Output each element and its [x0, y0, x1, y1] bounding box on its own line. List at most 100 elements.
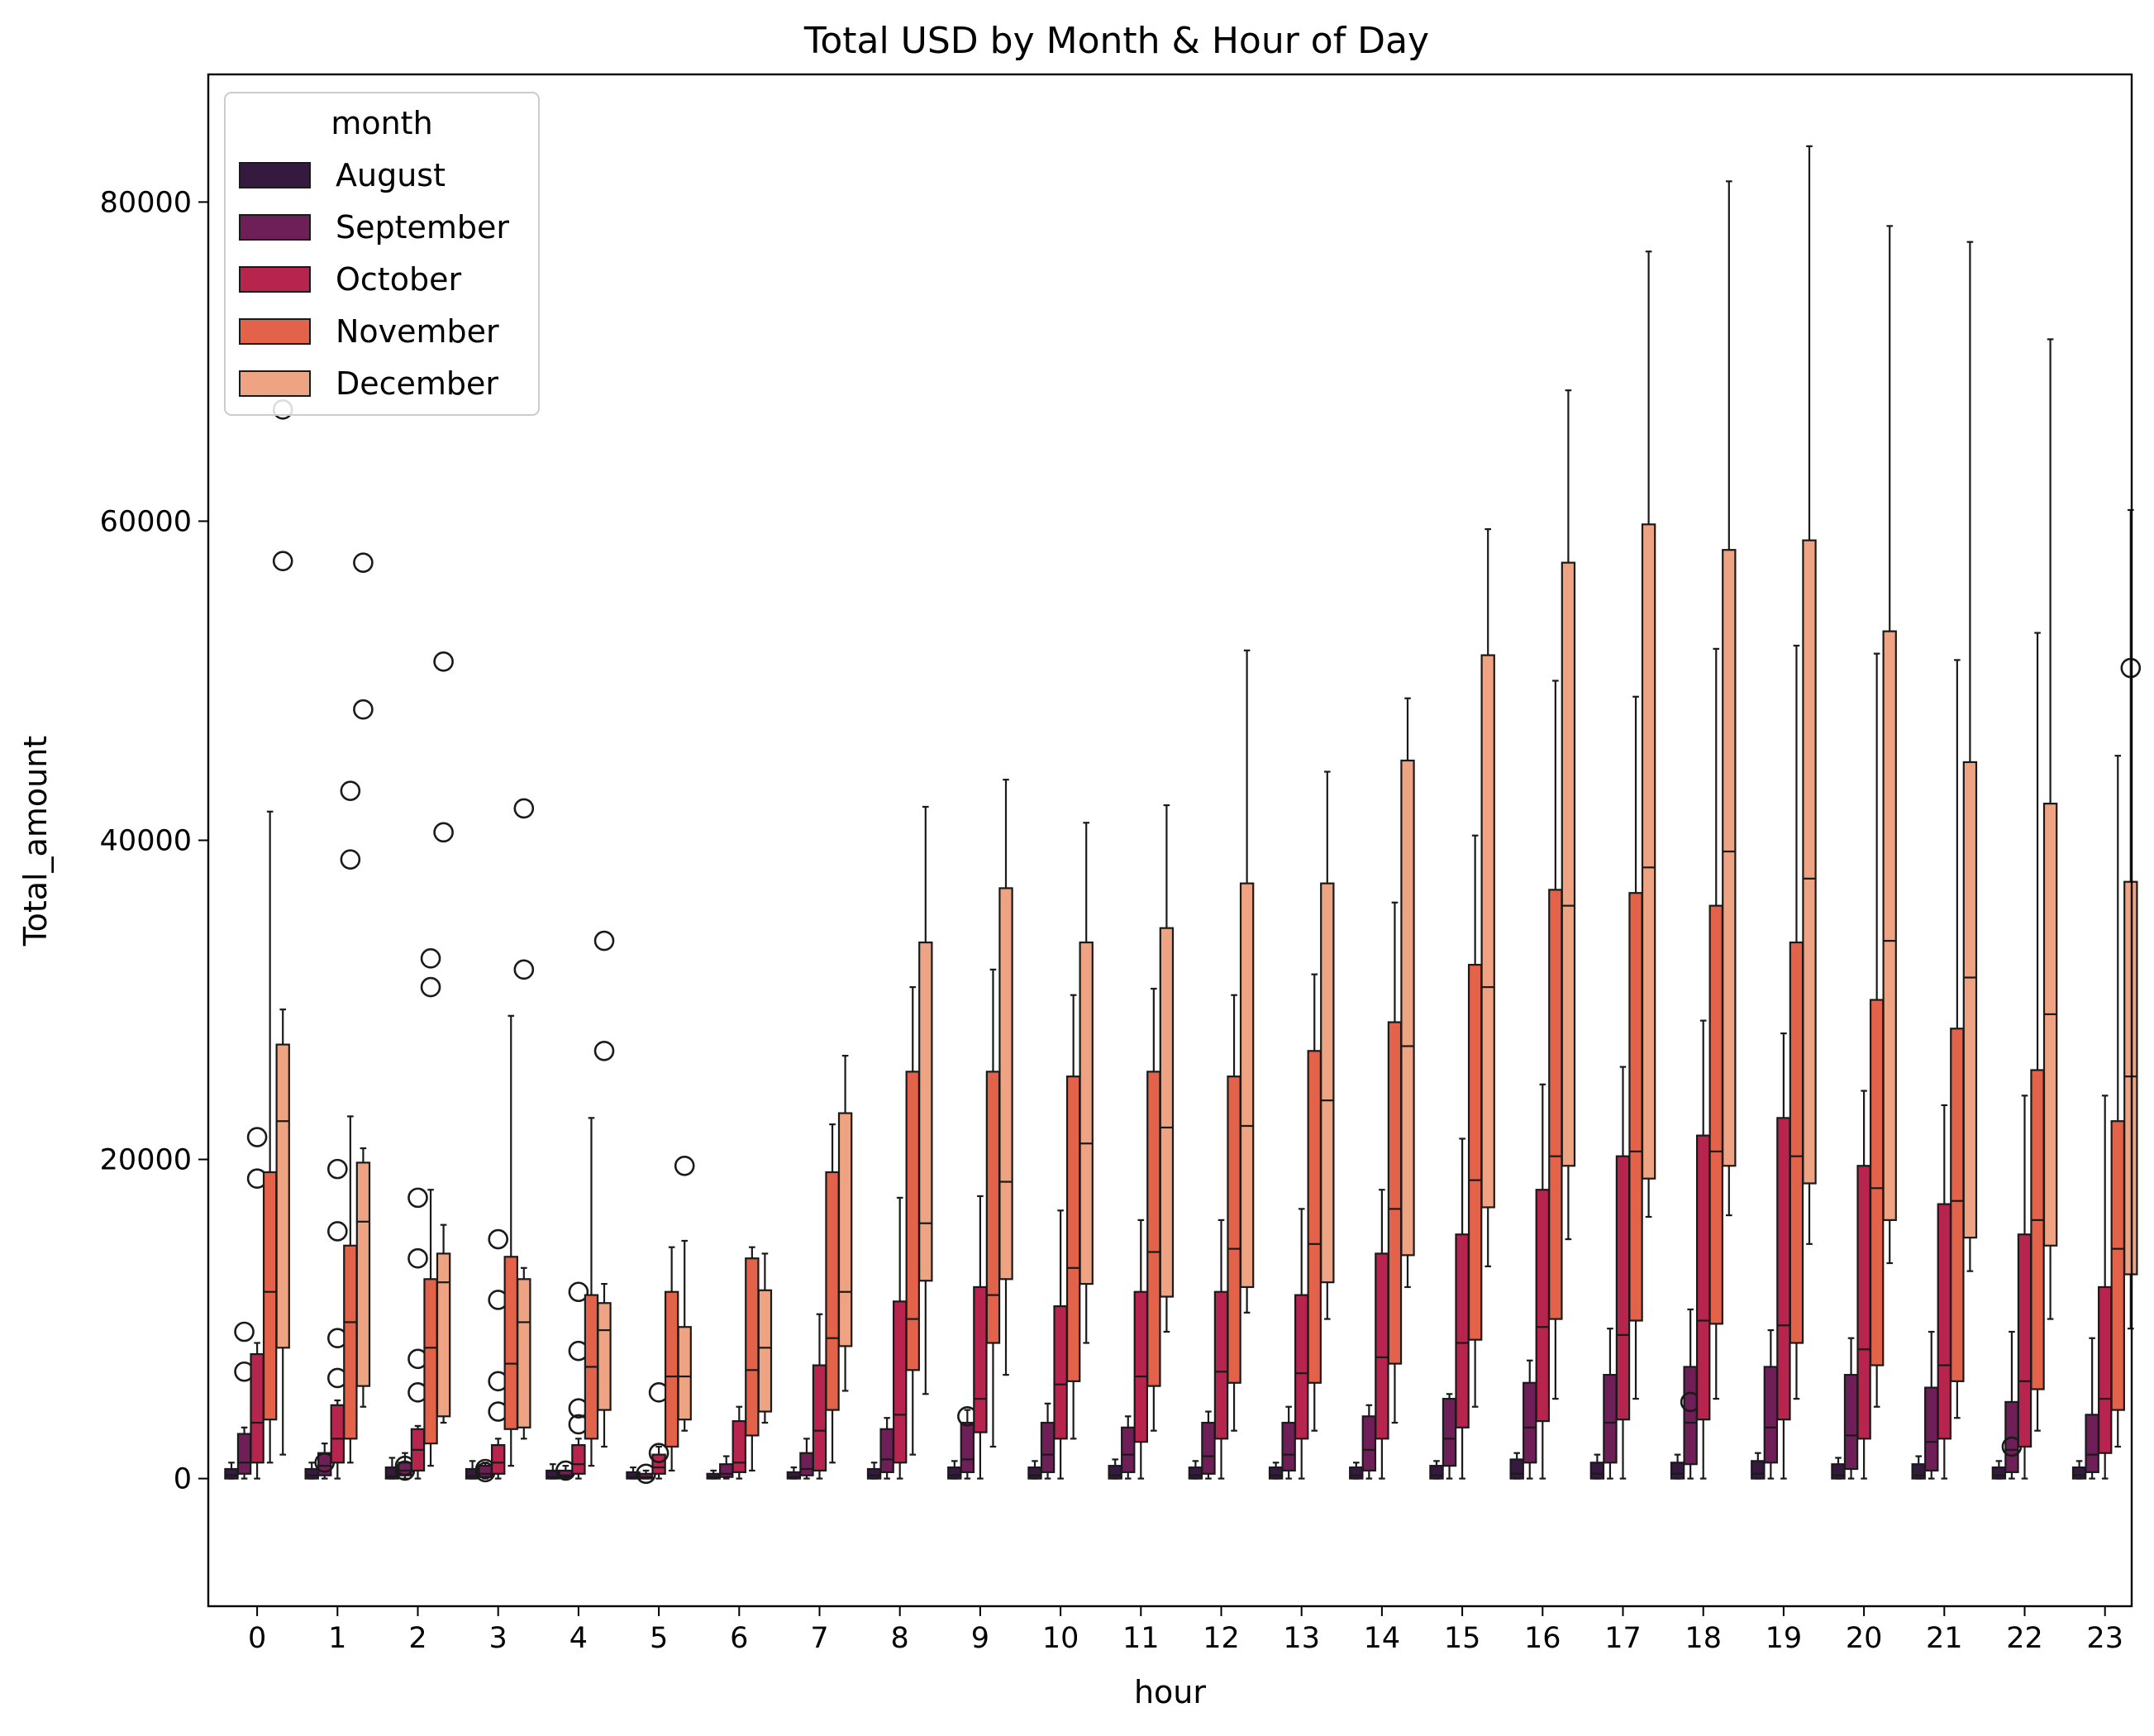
- outlier-point: [420, 976, 441, 998]
- iqr-box: [973, 1285, 988, 1433]
- iqr-box: [262, 1171, 278, 1421]
- x-tick-label: 15: [1444, 1622, 1481, 1655]
- iqr-box: [918, 941, 933, 1282]
- box-december-hour-11: [1159, 804, 1175, 1333]
- x-tick-label: 3: [489, 1622, 508, 1655]
- iqr-box: [1387, 1021, 1403, 1365]
- box-december-hour-2: [433, 651, 454, 1424]
- box-august-hour-10: [1027, 1460, 1042, 1480]
- iqr-box: [1213, 1290, 1229, 1440]
- box-september-hour-21: [1924, 1330, 1939, 1480]
- iqr-box: [1802, 539, 1817, 1185]
- x-tick-label: 20: [1846, 1622, 1883, 1655]
- iqr-box: [250, 1352, 264, 1464]
- box-november-hour-10: [1065, 994, 1081, 1440]
- iqr-box: [423, 1278, 438, 1445]
- legend-label-october: October: [336, 261, 461, 298]
- box-october-hour-7: [812, 1313, 827, 1480]
- box-december-hour-8: [918, 805, 933, 1395]
- outlier-point: [593, 930, 615, 951]
- iqr-box: [812, 1364, 827, 1472]
- iqr-box: [985, 1071, 1001, 1344]
- box-august-hour-12: [1188, 1460, 1203, 1480]
- box-november-hour-22: [2030, 632, 2045, 1432]
- legend-label-november: November: [336, 313, 499, 350]
- iqr-box: [304, 1467, 319, 1480]
- outlier-point: [648, 1443, 670, 1463]
- iqr-box: [866, 1467, 882, 1480]
- box-december-hour-1: [353, 552, 374, 1408]
- iqr-box: [2098, 1285, 2113, 1454]
- legend-items: August September October November December: [239, 157, 509, 402]
- iqr-box: [947, 1466, 962, 1480]
- legend-swatch-october: [239, 266, 311, 293]
- x-tick-label: 10: [1042, 1622, 1079, 1655]
- iqr-box: [1856, 1165, 1871, 1440]
- iqr-box: [1831, 1463, 1846, 1480]
- iqr-box: [1962, 761, 1978, 1239]
- box-september-hour-13: [1281, 1405, 1296, 1480]
- box-october-hour-9: [973, 1195, 988, 1480]
- iqr-box: [597, 1302, 612, 1411]
- box-december-hour-21: [1962, 241, 1978, 1272]
- iqr-box: [1603, 1374, 1618, 1464]
- x-tick-label: 12: [1203, 1622, 1240, 1655]
- box-december-hour-14: [1400, 697, 1415, 1289]
- iqr-box: [1480, 654, 1495, 1209]
- iqr-box: [343, 1244, 358, 1440]
- iqr-box: [1188, 1466, 1203, 1480]
- iqr-box: [1108, 1465, 1122, 1480]
- x-tick-label: 5: [650, 1622, 668, 1655]
- box-august-hour-18: [1670, 1453, 1685, 1480]
- box-august-hour-15: [1429, 1460, 1444, 1480]
- iqr-box: [1079, 941, 1094, 1285]
- iqr-box: [1776, 1117, 1791, 1421]
- box-november-hour-12: [1227, 994, 1241, 1432]
- x-tick-label: 0: [248, 1622, 266, 1655]
- iqr-box: [1628, 892, 1643, 1322]
- box-august-hour-14: [1349, 1462, 1364, 1480]
- iqr-box: [1201, 1421, 1216, 1475]
- x-tick-label: 16: [1524, 1622, 1561, 1655]
- outlier-point: [234, 1321, 255, 1343]
- iqr-box: [1696, 1134, 1711, 1421]
- iqr-box: [1442, 1397, 1457, 1467]
- iqr-box: [1670, 1462, 1685, 1480]
- iqr-box: [651, 1453, 666, 1475]
- x-axis-label: hour: [1134, 1674, 1206, 1710]
- outlier-point: [513, 798, 535, 819]
- iqr-box: [1882, 630, 1897, 1221]
- iqr-box: [1523, 1381, 1537, 1464]
- box-september-hour-16: [1523, 1359, 1537, 1480]
- outlier-point: [433, 822, 454, 843]
- box-december-hour-18: [1722, 180, 1737, 1217]
- box-december-hour-13: [1320, 770, 1335, 1320]
- x-tick-label: 2: [408, 1622, 427, 1655]
- x-tick-label: 8: [891, 1622, 909, 1655]
- box-november-hour-1: [340, 780, 361, 1464]
- iqr-box: [1027, 1466, 1042, 1480]
- iqr-box: [745, 1257, 760, 1437]
- box-october-hour-0: [246, 1127, 268, 1480]
- x-tick-label: 14: [1364, 1622, 1401, 1655]
- box-december-hour-17: [1641, 250, 1656, 1219]
- iqr-box: [1307, 1050, 1322, 1384]
- iqr-box: [1121, 1426, 1136, 1473]
- legend-label-september: September: [336, 209, 509, 246]
- box-november-hour-14: [1387, 901, 1403, 1424]
- iqr-box: [2030, 1069, 2045, 1390]
- legend-swatch-november: [239, 318, 311, 345]
- iqr-box: [1320, 882, 1335, 1284]
- iqr-box: [825, 1171, 840, 1411]
- iqr-box: [1869, 999, 1885, 1366]
- box-november-hour-3: [503, 1014, 518, 1467]
- iqr-box: [1683, 1366, 1698, 1466]
- y-tick-label: 60000: [100, 505, 192, 538]
- legend-swatch-december: [239, 370, 311, 397]
- box-october-hour-14: [1375, 1189, 1389, 1480]
- outlier-point: [326, 1221, 348, 1242]
- box-august-hour-8: [866, 1462, 882, 1480]
- box-september-hour-6: [719, 1455, 734, 1480]
- outlier-point: [420, 948, 441, 969]
